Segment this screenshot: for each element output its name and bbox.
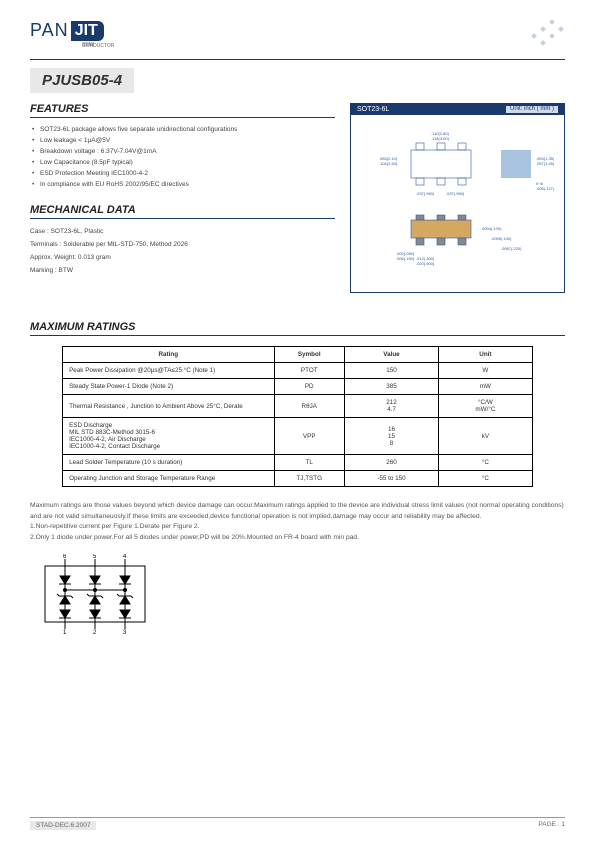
package-drawing: SOT23-6L Unit: inch ( mm ): [350, 103, 565, 293]
features-list: SOT23-6L package allows five separate un…: [30, 124, 335, 190]
table-row: Steady State Power-1 Diode (Note 2)PD385…: [63, 379, 533, 395]
col-rating: Rating: [63, 347, 274, 363]
table-row: Peak Power Dissipation @20µs@TA≤25 °C (N…: [63, 363, 533, 379]
note-1: 1.Non-repetitive current per Figure 1.De…: [30, 522, 565, 533]
package-outline-svg: .110(2.80) .118(3.00) .083(2.10) .104(2.…: [361, 125, 556, 290]
svg-text:.118(3.00): .118(3.00): [431, 136, 450, 141]
notes-text: Maximum ratings are those values beyond …: [30, 501, 565, 522]
brand-jit: JIT: [71, 21, 104, 41]
mechanical-heading: MECHANICAL DATA: [30, 204, 335, 219]
max-ratings-heading: MAXIMUM RATINGS: [30, 321, 565, 336]
feature-item: SOT23-6L package allows five separate un…: [30, 124, 335, 135]
svg-text:.057(1.45): .057(1.45): [536, 161, 555, 166]
svg-text:.020(.500): .020(.500): [416, 261, 435, 266]
page-footer: STAD-DEC.6.2007 PAGE . 1: [30, 817, 565, 830]
svg-text:.0087(.220): .0087(.220): [501, 246, 522, 251]
feature-item: Low leakage < 1µA@5V: [30, 135, 335, 146]
package-unit: Unit: inch ( mm ): [506, 106, 558, 113]
brand-sub2: CONDUCTOR: [82, 44, 565, 49]
brand-pan: PAN: [30, 20, 69, 41]
svg-text:5: 5: [93, 554, 97, 560]
table-row: Thermal Resistance , Junction to Ambient…: [63, 395, 533, 418]
feature-item: Low Capacitance (8.5pF typical): [30, 157, 335, 168]
mech-line: Case : SOT23-6L, Plastic: [30, 225, 335, 238]
features-heading: FEATURES: [30, 103, 335, 118]
svg-text:.0055(.140): .0055(.140): [491, 236, 512, 241]
mech-line: Marking : BTW: [30, 264, 335, 277]
top-rule: [30, 59, 565, 60]
col-unit: Unit: [438, 347, 532, 363]
notes-block: Maximum ratings are those values beyond …: [30, 501, 565, 544]
package-name: SOT23-6L: [357, 106, 389, 113]
table-row: Lead Solder Temperature (10 s duration)T…: [63, 455, 533, 471]
brand-logo: PAN JIT: [30, 20, 565, 41]
mech-line: Approx. Weight: 0.013 gram: [30, 251, 335, 264]
ratings-table: Rating Symbol Value Unit Peak Power Diss…: [62, 346, 533, 487]
feature-item: ESD Protection Meeting IEC1000-4-2: [30, 168, 335, 179]
svg-text:6: 6: [63, 554, 67, 560]
svg-text:.104(2.64): .104(2.64): [379, 161, 398, 166]
mech-line: Terminals : Solderable per MIL-STD-750, …: [30, 238, 335, 251]
table-row: ESD Discharge MIL STD 883C-Method 3015-6…: [63, 418, 533, 455]
svg-text:.0004(.100): .0004(.100): [481, 226, 502, 231]
table-header-row: Rating Symbol Value Unit: [63, 347, 533, 363]
svg-text:.037(.950): .037(.950): [416, 191, 435, 196]
footer-page: PAGE . 1: [538, 821, 565, 830]
svg-text:.005(.127): .005(.127): [536, 186, 555, 191]
svg-text:3: 3: [123, 630, 127, 634]
part-number: PJUSB05-4: [30, 68, 134, 93]
feature-item: In compliance with EU RoHS 2002/95/EC di…: [30, 179, 335, 190]
col-symbol: Symbol: [274, 347, 344, 363]
footer-date: STAD-DEC.6.2007: [30, 821, 96, 830]
table-row: Operating Junction and Storage Temperatu…: [63, 471, 533, 487]
pin-schematic: 6 5 4 1 2 3: [30, 554, 160, 634]
svg-text:.037(.950): .037(.950): [446, 191, 465, 196]
feature-item: Breakdown voltage : 6.37V-7.04V@1mA: [30, 146, 335, 157]
svg-text:.006(.150): .006(.150): [396, 256, 415, 261]
note-2: 2.Only 1 diode under power.For all 5 dio…: [30, 533, 565, 544]
svg-text:1: 1: [63, 630, 67, 634]
decorative-dots: [532, 20, 565, 45]
svg-text:2: 2: [93, 630, 97, 634]
svg-text:4: 4: [123, 554, 127, 560]
col-value: Value: [344, 347, 438, 363]
